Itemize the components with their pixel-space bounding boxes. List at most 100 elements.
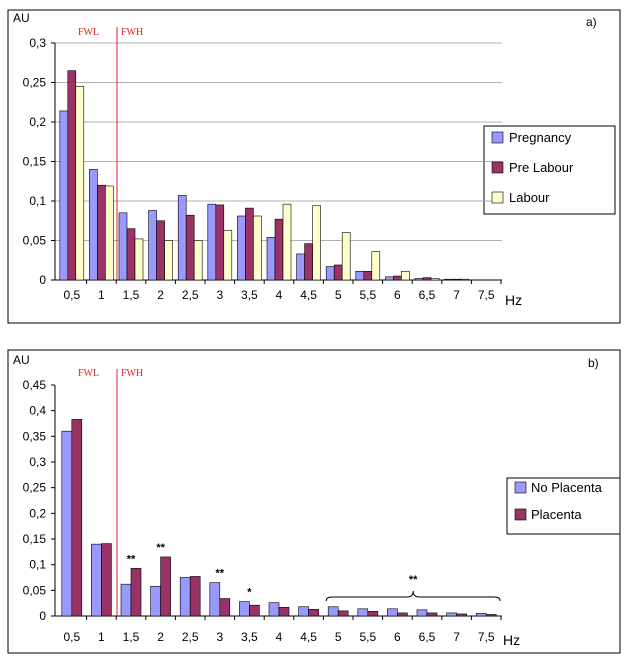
bar	[130, 567, 142, 617]
x-tick-label: 5	[335, 630, 342, 644]
bar	[156, 220, 165, 281]
bar	[219, 598, 231, 617]
bar	[387, 608, 398, 617]
x-tick-label: 3	[216, 630, 223, 644]
bar	[97, 184, 106, 281]
panel-a-legend-box	[483, 125, 616, 215]
significance-brace	[325, 590, 501, 602]
x-tick-label: 6	[394, 630, 401, 644]
bar	[416, 609, 428, 617]
x-tick-label: 5,5	[359, 630, 376, 644]
bar	[426, 612, 438, 617]
x-tick-label: 3	[216, 288, 223, 302]
y-tick-label: 0,2	[29, 115, 46, 129]
bar	[61, 430, 73, 617]
bar	[446, 612, 457, 617]
x-tick-label: 5,5	[359, 288, 376, 302]
bar	[337, 610, 349, 617]
panel-a-label: a)	[586, 15, 597, 29]
x-tick-label: 1,5	[123, 630, 140, 644]
x-tick-label: 4	[276, 630, 283, 644]
legend-label: Labour	[509, 190, 550, 205]
bar	[177, 195, 187, 281]
y-tick-label: 0,1	[29, 194, 46, 208]
bar	[401, 271, 410, 281]
panel-a-ylabel: AU	[13, 11, 30, 25]
bar	[75, 86, 85, 281]
x-tick-label: 6	[394, 288, 401, 302]
significance-marker: *	[247, 587, 252, 599]
x-tick-label: 2,5	[182, 288, 199, 302]
x-tick-label: 0,5	[63, 288, 80, 302]
x-tick-label: 6,5	[419, 630, 436, 644]
panel-b-ylabel: AU	[13, 353, 30, 367]
legend-label: Placenta	[531, 507, 582, 522]
bar	[253, 215, 262, 281]
y-tick-label: 0,15	[23, 532, 47, 546]
bar	[266, 237, 276, 281]
bar	[215, 204, 225, 281]
bar	[207, 203, 217, 281]
x-tick-label: 5	[335, 288, 342, 302]
bar	[422, 277, 432, 281]
y-tick-label: 0,05	[23, 583, 47, 597]
bar	[150, 585, 161, 617]
bar	[325, 266, 335, 281]
bar	[475, 613, 487, 617]
y-tick-label: 0,3	[29, 455, 46, 469]
y-tick-label: 0	[39, 609, 46, 623]
bar	[456, 613, 467, 617]
x-tick-label: 1	[98, 630, 105, 644]
x-tick-label: 4	[276, 288, 283, 302]
bar	[397, 612, 408, 617]
legend-label: Pregnancy	[509, 130, 572, 145]
legend-swatch	[514, 508, 527, 521]
y-tick-label: 0,2	[29, 506, 46, 520]
y-tick-label: 0,4	[29, 404, 46, 418]
x-tick-label: 2,5	[182, 630, 199, 644]
x-tick-label: 4,5	[300, 630, 317, 644]
bar	[367, 611, 379, 617]
bar	[160, 556, 171, 617]
x-tick-label: 4,5	[300, 288, 317, 302]
bar	[341, 232, 351, 281]
panel-a-xlabel: Hz	[505, 292, 522, 308]
x-tick-label: 1,5	[123, 288, 140, 302]
bar	[105, 185, 114, 281]
bar	[357, 608, 369, 617]
x-tick-label: 1	[98, 288, 105, 302]
y-tick-label: 0,05	[23, 234, 47, 248]
bar	[414, 278, 424, 281]
bar	[282, 203, 292, 281]
bar	[312, 205, 321, 281]
legend-label: Pre Labour	[509, 160, 574, 175]
bar	[308, 609, 319, 617]
bar	[245, 207, 254, 281]
significance-marker: **	[127, 553, 136, 565]
bar	[189, 576, 201, 617]
legend-swatch	[491, 161, 504, 174]
bar	[371, 251, 381, 281]
y-tick-label: 0,35	[23, 429, 47, 443]
x-tick-label: 7,5	[478, 288, 495, 302]
x-tick-label: 3,5	[241, 288, 258, 302]
bar	[385, 276, 394, 281]
y-tick-label: 0	[39, 273, 46, 287]
y-tick-label: 0,25	[23, 76, 47, 90]
x-tick-label: 2	[157, 630, 164, 644]
bar	[296, 253, 305, 281]
panel-a: AU a) Hz 0 0,05 0,1 0,15 0,2 0,25 0,3 0,5 1 1,5 2 2…	[7, 9, 621, 324]
bar	[91, 543, 102, 617]
legend-swatch	[491, 191, 504, 204]
bar	[118, 212, 128, 281]
bar	[327, 606, 339, 617]
bar	[67, 70, 77, 281]
bar	[460, 278, 469, 281]
x-tick-label: 3,5	[241, 630, 258, 644]
bar	[59, 110, 69, 281]
bar	[134, 238, 144, 281]
bar	[444, 278, 453, 281]
bar	[249, 604, 260, 617]
bar	[485, 614, 497, 617]
